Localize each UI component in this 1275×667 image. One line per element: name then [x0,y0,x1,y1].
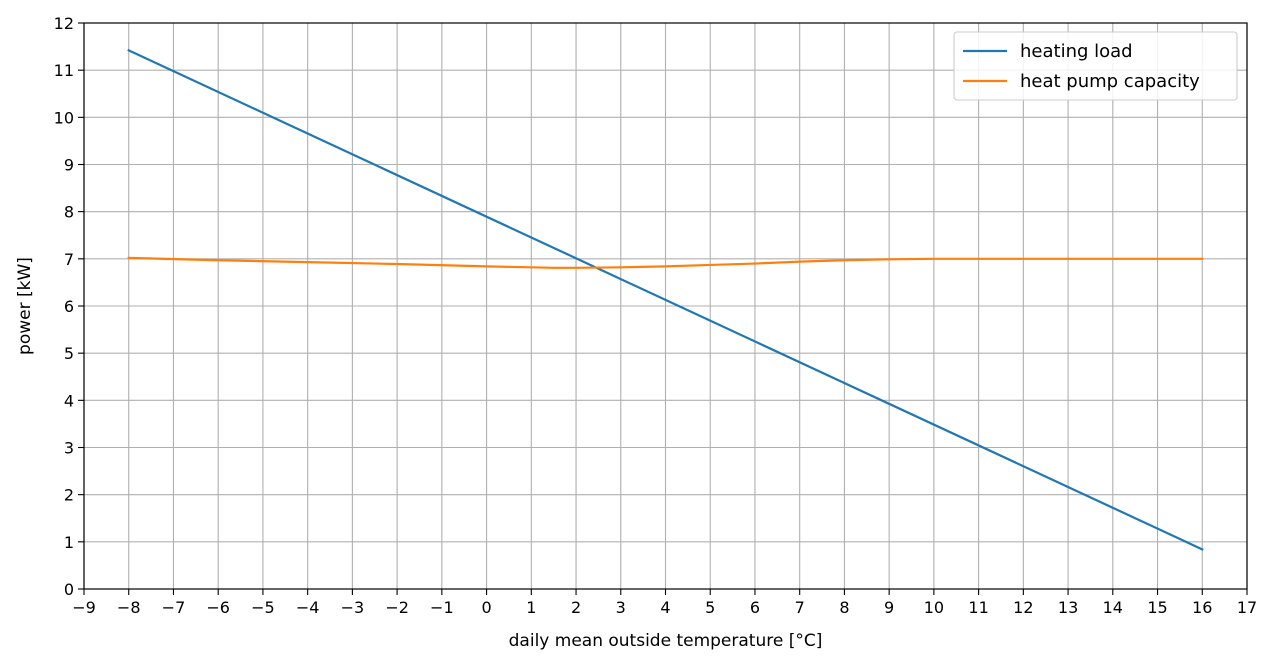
y-tick-label: 11 [54,61,74,80]
y-tick-label: 9 [64,156,74,175]
x-tick-label: 8 [839,598,849,617]
x-tick-label: 11 [968,598,988,617]
y-tick-label: 0 [64,580,74,599]
x-tick-label: −1 [430,598,454,617]
x-tick-label: 2 [571,598,581,617]
x-tick-label: 15 [1147,598,1167,617]
x-tick-label: 14 [1103,598,1123,617]
y-tick-label: 2 [64,486,74,505]
x-axis-title: daily mean outside temperature [°C] [509,631,823,651]
x-tick-label: 16 [1192,598,1212,617]
legend-label-1: heat pump capacity [1020,71,1200,92]
x-tick-label: 5 [705,598,715,617]
x-tick-label: −5 [251,598,275,617]
legend-label-0: heating load [1020,41,1133,62]
x-tick-label: 1 [526,598,536,617]
series-line-0 [127,48,1204,551]
y-tick-label: 4 [64,391,74,410]
y-axis-title: power [kW] [15,257,35,355]
y-tick-label: 1 [64,533,74,552]
x-tick-label: 12 [1013,598,1033,617]
x-tick-label: 3 [616,598,626,617]
x-tick-label: 4 [660,598,670,617]
x-tick-label: −8 [117,598,141,617]
x-tick-label: −9 [72,598,96,617]
series-lines [127,48,1204,551]
y-tick-label: 10 [54,108,74,127]
y-tick-label: 8 [64,203,74,222]
y-tick-label: 7 [64,250,74,269]
x-tick-label: 17 [1237,598,1257,617]
x-tick-label: −7 [162,598,186,617]
y-tick-label: 3 [64,439,74,458]
x-tick-label: 0 [481,598,491,617]
series-line-1 [127,256,1204,269]
x-tick-label: −4 [296,598,320,617]
axis-ticks: −9 −8 −7 −6 −5 −4 −3 −2 −1 0 1 2 3 4 5 6 7 8 9 10 11 12 13 14 15… [54,14,1258,617]
x-tick-label: −3 [341,598,365,617]
y-tick-label: 5 [64,344,74,363]
x-tick-label: −6 [206,598,230,617]
y-tick-label: 12 [54,14,74,33]
y-tick-label: 6 [64,297,74,316]
x-tick-label: 10 [924,598,944,617]
x-tick-label: 6 [750,598,760,617]
x-tick-label: 7 [795,598,805,617]
legend-box [953,31,1238,101]
x-tick-label: 9 [884,598,894,617]
legend: heating load heat pump capacity [953,31,1238,101]
x-tick-label: −2 [385,598,409,617]
x-tick-label: 13 [1058,598,1078,617]
